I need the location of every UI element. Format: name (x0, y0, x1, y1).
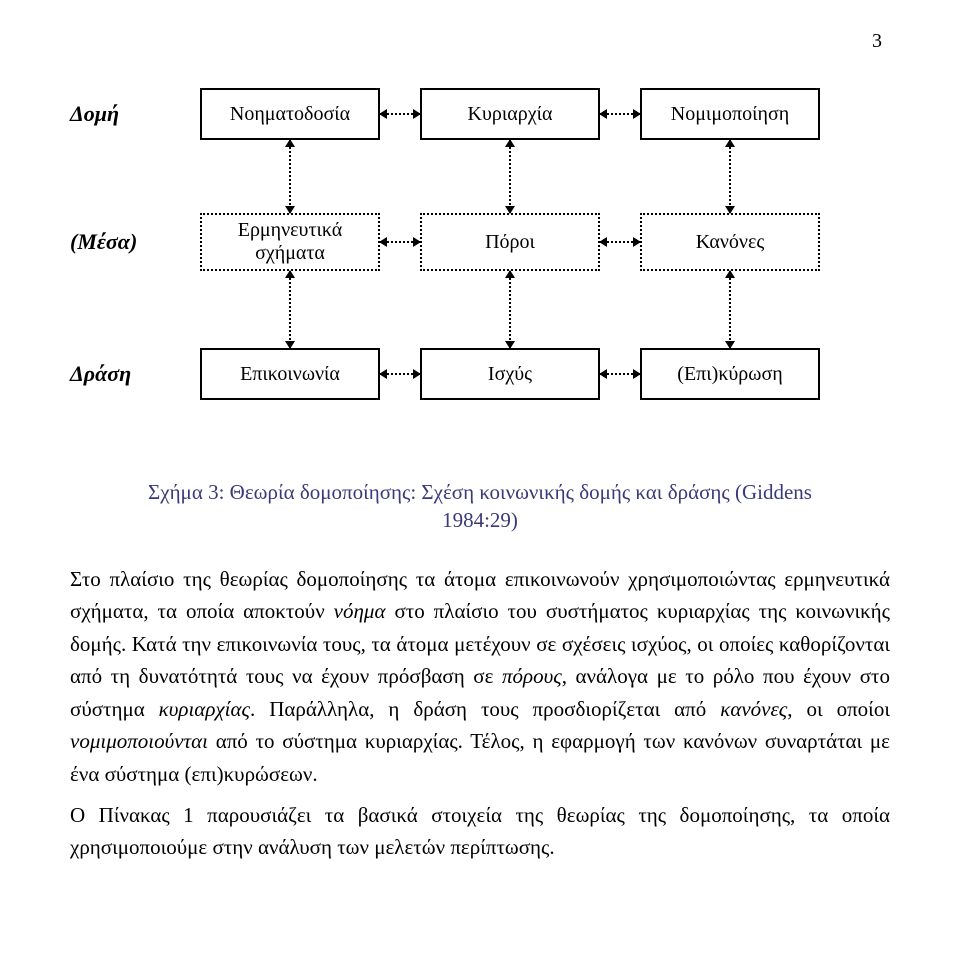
diagram-row: (Μέσα)Ερμηνευτικά σχήματα Πόροι Κανόνες (70, 213, 890, 271)
h-arrow-icon (380, 241, 420, 243)
v-arrow-icon (504, 271, 516, 348)
page-number: 3 (872, 30, 882, 53)
h-arrow-icon (600, 373, 640, 375)
h-arrow-icon (600, 241, 640, 243)
v-arrow-icon (504, 140, 516, 213)
row-label: Δομή (70, 101, 200, 127)
structuration-diagram: ΔομήΝοηματοδοσία Κυριαρχία Νομιμοποίηση (Μέ… (70, 88, 890, 468)
diagram-node: Επικοινωνία (200, 348, 380, 400)
caption-line-1: Σχήμα 3: Θεωρία δομοποίησης: Σχέση κοινω… (148, 480, 812, 504)
v-arrow-icon (724, 140, 736, 213)
figure-caption: Σχήμα 3: Θεωρία δομοποίησης: Σχέση κοινω… (70, 478, 890, 535)
h-arrow-icon (380, 373, 420, 375)
diagram-node: Νομιμοποίηση (640, 88, 820, 140)
h-arrow-icon (380, 113, 420, 115)
paragraph-1: Στο πλαίσιο της θεωρίας δομοποίησης τα ά… (70, 563, 890, 791)
diagram-node: Νοηματοδοσία (200, 88, 380, 140)
diagram-node: Ερμηνευτικά σχήματα (200, 213, 380, 271)
body-text: Στο πλαίσιο της θεωρίας δομοποίησης τα ά… (70, 563, 890, 864)
diagram-row: ΔράσηΕπικοινωνία Ισχύς (Επι)κύρωση (70, 348, 890, 400)
diagram-node: Κυριαρχία (420, 88, 600, 140)
v-arrow-icon (284, 271, 296, 348)
diagram-row: ΔομήΝοηματοδοσία Κυριαρχία Νομιμοποίηση (70, 88, 890, 140)
caption-line-2: 1984:29) (442, 508, 518, 532)
row-label: Δράση (70, 361, 200, 387)
paragraph-2: Ο Πίνακας 1 παρουσιάζει τα βασικά στοιχε… (70, 799, 890, 864)
diagram-node: (Επι)κύρωση (640, 348, 820, 400)
v-arrow-icon (724, 271, 736, 348)
row-label: (Μέσα) (70, 229, 200, 255)
h-arrow-icon (600, 113, 640, 115)
diagram-node: Πόροι (420, 213, 600, 271)
diagram-node: Κανόνες (640, 213, 820, 271)
v-arrow-icon (284, 140, 296, 213)
diagram-node: Ισχύς (420, 348, 600, 400)
page: 3 ΔομήΝοηματοδοσία Κυριαρχία Νομιμοποίηση (… (0, 0, 960, 965)
